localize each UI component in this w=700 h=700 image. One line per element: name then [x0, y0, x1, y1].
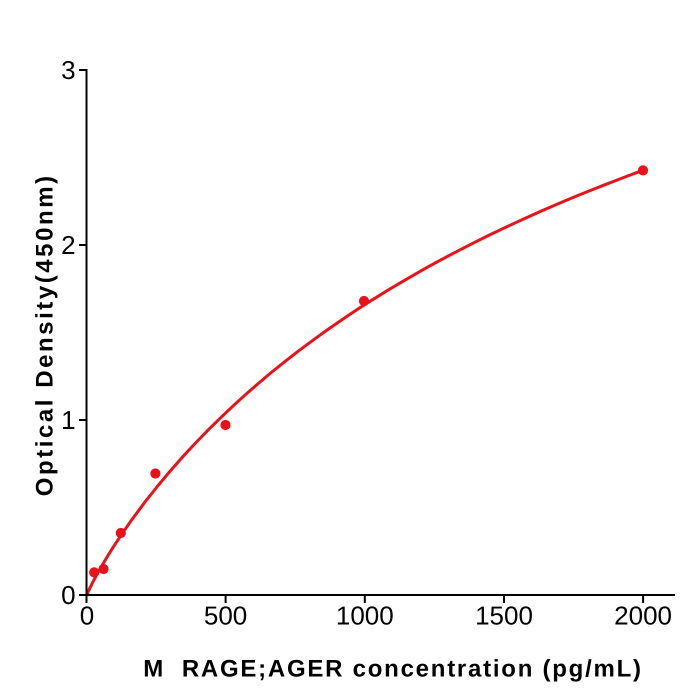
- svg-text:1000: 1000: [336, 601, 394, 631]
- svg-text:Optical Density(450nm): Optical Density(450nm): [31, 173, 58, 496]
- svg-text:1500: 1500: [475, 601, 533, 631]
- svg-text:1: 1: [61, 405, 75, 435]
- svg-text:0: 0: [61, 580, 75, 610]
- svg-text:M RAGE;AGER concentration (pg: M RAGE;AGER concentration (pg/mL): [143, 656, 643, 683]
- svg-text:500: 500: [204, 601, 247, 631]
- svg-text:3: 3: [61, 55, 75, 85]
- svg-text:0: 0: [80, 601, 94, 631]
- svg-text:2: 2: [61, 230, 75, 260]
- svg-text:2000: 2000: [614, 601, 672, 631]
